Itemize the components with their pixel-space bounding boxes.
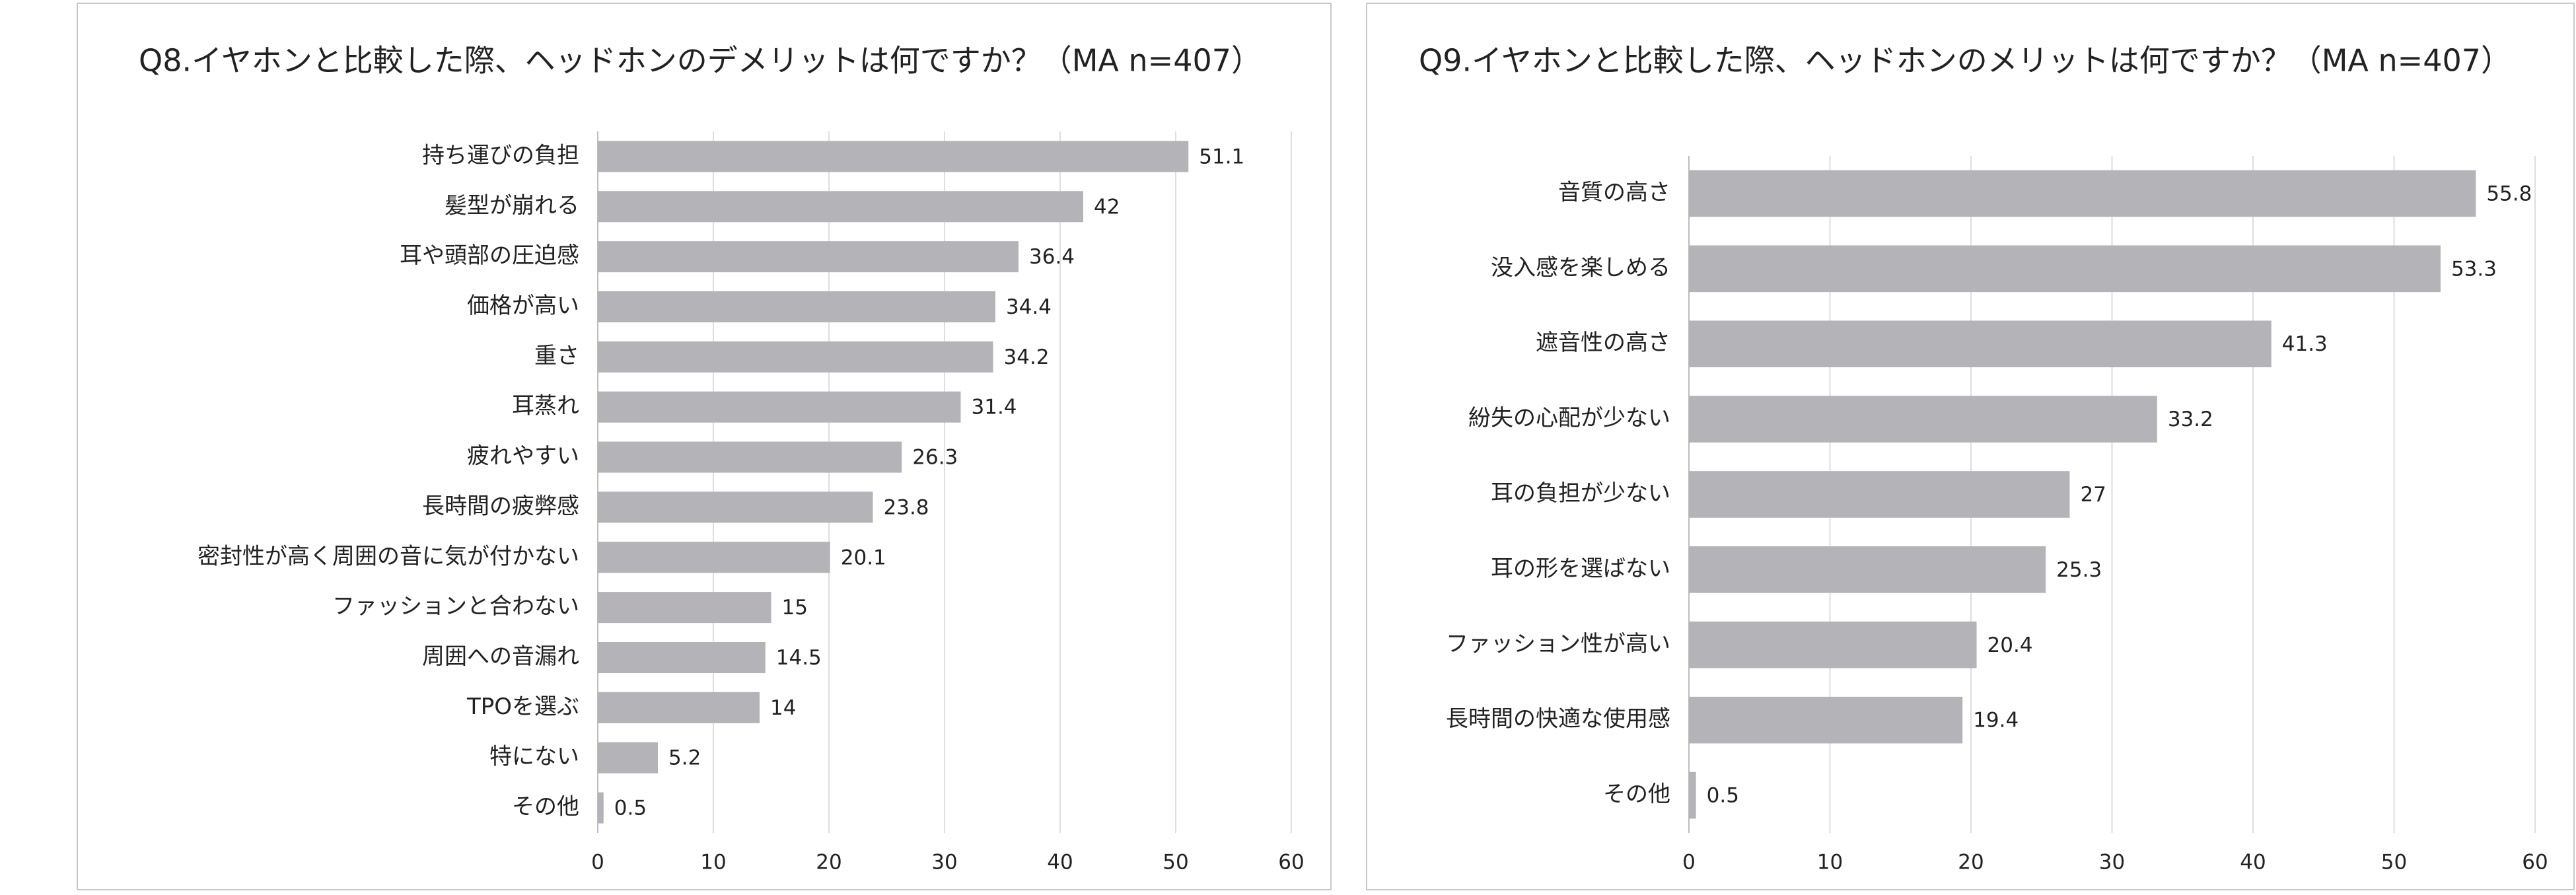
bar <box>598 491 873 523</box>
x-tick-label: 30 <box>2099 851 2125 875</box>
x-tick-label: 0 <box>1682 851 1696 875</box>
y-tick-label: 耳の負担が少ない <box>1491 480 1670 507</box>
y-tick-label: 価格が高い <box>467 293 579 319</box>
value-label: 23.8 <box>884 495 929 519</box>
bar <box>1689 621 1977 668</box>
value-label: 26.3 <box>912 446 958 470</box>
bar <box>1689 696 1963 744</box>
y-tick-label: 周囲への音漏れ <box>422 643 579 670</box>
y-tick-label: TPOを選ぶ <box>466 694 579 720</box>
bar <box>1689 396 2157 443</box>
y-tick-label: ファッション性が高い <box>1446 631 1670 657</box>
bar <box>598 542 830 573</box>
bar <box>598 291 995 323</box>
y-tick-label: 密封性が高く周囲の音に気が付かない <box>197 543 579 569</box>
y-tick-label: 重さ <box>534 343 579 369</box>
panel-frame <box>77 3 1332 890</box>
value-label: 42 <box>1094 195 1120 219</box>
y-tick-label: 耳蒸れ <box>512 393 579 419</box>
y-tick-label: その他 <box>1603 781 1670 808</box>
chart-title: Q8.イヤホンと比較した際、ヘッドホンのデメリットは何ですか？（MA n=407… <box>139 43 1262 79</box>
x-tick-label: 50 <box>2381 851 2407 875</box>
bar <box>598 441 902 473</box>
value-label: 20.1 <box>841 546 886 569</box>
value-label: 41.3 <box>2282 332 2328 356</box>
value-label: 36.4 <box>1029 245 1075 269</box>
value-label: 25.3 <box>2056 558 2102 582</box>
y-tick-label: 音質の高さ <box>1558 179 1670 205</box>
value-label: 0.5 <box>614 797 647 820</box>
x-tick-label: 0 <box>591 851 604 875</box>
y-tick-label: 耳や頭部の圧迫感 <box>400 242 579 269</box>
panel-frame <box>1366 3 2575 890</box>
x-tick-label: 40 <box>1047 851 1073 875</box>
bar <box>598 641 766 674</box>
value-label: 14.5 <box>776 646 822 670</box>
value-label: 14 <box>770 696 796 720</box>
x-tick-label: 40 <box>2240 851 2266 875</box>
bar <box>598 141 1189 172</box>
value-label: 33.2 <box>2168 408 2213 431</box>
value-label: 19.4 <box>1973 709 2019 733</box>
value-label: 0.5 <box>1707 784 1739 808</box>
value-label: 15 <box>782 596 808 620</box>
y-tick-label: ファッションと合わない <box>332 593 579 620</box>
y-tick-label: 耳の形を選ばない <box>1491 555 1670 582</box>
y-tick-label: 髪型が崩れる <box>445 192 579 219</box>
y-tick-label: その他 <box>512 794 579 820</box>
bar <box>598 191 1083 223</box>
x-tick-label: 60 <box>1278 851 1304 875</box>
x-tick-label: 60 <box>2522 851 2548 875</box>
x-tick-label: 10 <box>1817 851 1843 875</box>
value-label: 27 <box>2080 483 2106 507</box>
x-tick-label: 10 <box>700 851 726 875</box>
value-label: 34.2 <box>1004 345 1050 369</box>
y-tick-label: 特にない <box>489 744 579 770</box>
y-tick-label: 長時間の疲弊感 <box>422 493 579 519</box>
x-tick-label: 20 <box>816 851 841 875</box>
bar <box>598 742 658 773</box>
value-label: 53.3 <box>2451 257 2497 281</box>
bar <box>1689 471 2070 518</box>
x-tick-label: 20 <box>1958 851 1984 875</box>
bar <box>598 692 760 723</box>
y-tick-label: 没入感を楽しめる <box>1491 254 1670 281</box>
y-tick-label: 遮音性の高さ <box>1536 330 1670 356</box>
bar <box>1689 771 1696 819</box>
value-label: 20.4 <box>1987 633 2033 657</box>
value-label: 51.1 <box>1199 145 1244 168</box>
bar <box>598 592 771 624</box>
value-label: 31.4 <box>972 396 1017 419</box>
x-tick-label: 50 <box>1163 851 1188 875</box>
y-tick-label: 紛失の心配が少ない <box>1468 405 1670 431</box>
value-label: 5.2 <box>668 746 701 770</box>
y-tick-label: 疲れやすい <box>467 443 579 470</box>
bar <box>1689 170 2476 217</box>
bar <box>1689 245 2441 293</box>
bar <box>1689 320 2272 368</box>
bar <box>598 792 604 824</box>
bar <box>598 341 993 373</box>
y-tick-label: 長時間の快適な使用感 <box>1446 706 1670 733</box>
value-label: 34.4 <box>1006 295 1052 319</box>
value-label: 55.8 <box>2486 182 2532 205</box>
x-tick-label: 30 <box>931 851 957 875</box>
bar <box>1689 546 2046 593</box>
bar <box>598 241 1019 273</box>
bar <box>598 391 961 423</box>
chart-title: Q9.イヤホンと比較した際、ヘッドホンのメリットは何ですか？（MA n=407） <box>1419 43 2511 79</box>
y-tick-label: 持ち運びの負担 <box>422 142 579 168</box>
